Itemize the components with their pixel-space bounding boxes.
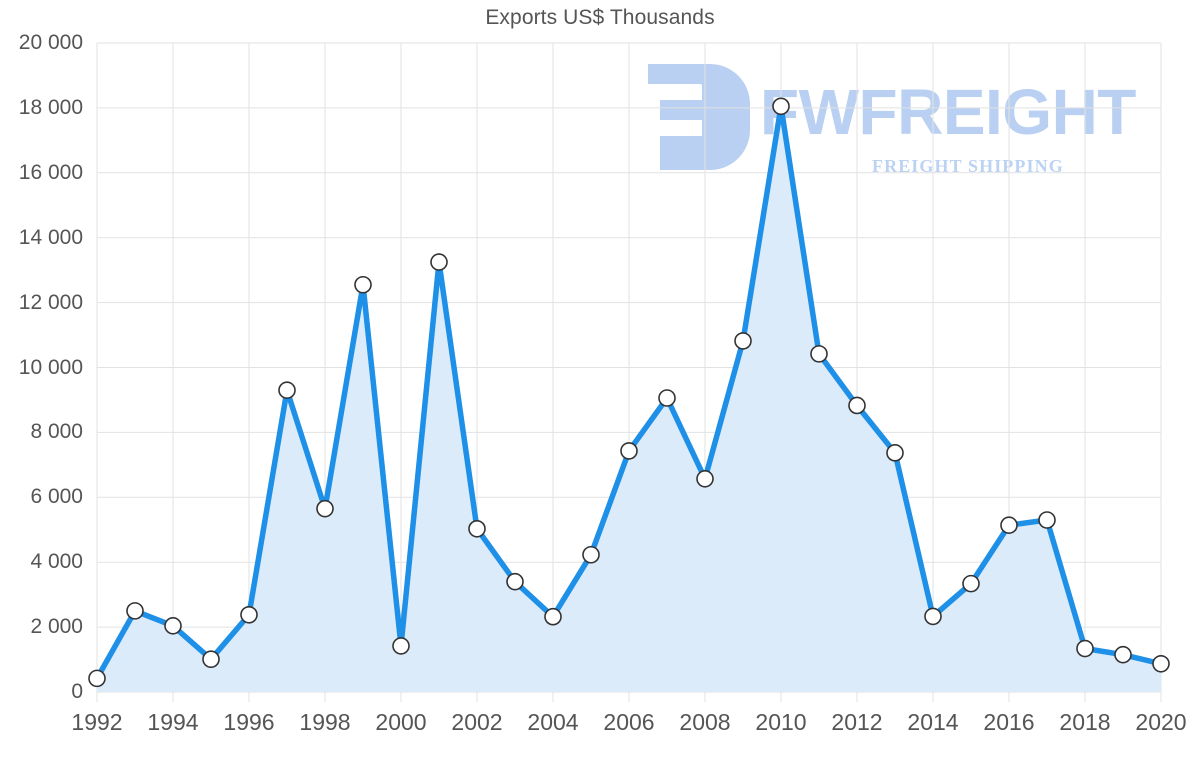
x-axis-tick-label: 2004 [527,709,579,735]
data-point-marker[interactable] [468,519,486,538]
data-point-marker[interactable] [354,275,372,294]
data-point-markers [88,97,1170,688]
data-point-marker[interactable] [1152,654,1170,673]
data-point-marker[interactable] [1000,516,1018,535]
data-point-marker[interactable] [962,574,980,593]
data-point-marker[interactable] [582,545,600,564]
chart-title: Exports US$ Thousands [485,6,715,29]
data-point-marker[interactable] [886,444,904,462]
y-axis-tick-label: 14 000 [18,225,83,249]
data-point-marker[interactable] [126,602,144,620]
x-axis-tick-label: 2012 [831,709,883,735]
data-point-marker[interactable] [772,97,790,116]
data-point-marker[interactable] [240,605,258,624]
data-point-marker[interactable] [506,572,524,591]
y-axis-tick-label: 18 000 [18,95,83,119]
data-point-marker[interactable] [1114,645,1132,664]
x-axis-tick-label: 2020 [1135,709,1187,735]
data-point-marker[interactable] [1038,511,1056,529]
data-point-marker[interactable] [734,332,752,350]
x-axis-tick-label: 2006 [603,709,655,735]
data-point-marker[interactable] [658,389,676,407]
x-axis-tick-label: 1992 [71,709,123,735]
data-point-marker[interactable] [88,669,106,688]
y-axis-tick-label: 4 000 [30,550,83,574]
data-point-marker[interactable] [278,381,296,400]
data-point-marker[interactable] [202,650,220,669]
x-axis-tick-label: 2000 [375,709,427,735]
x-axis-tick-label: 2002 [451,709,503,735]
data-point-marker[interactable] [430,253,448,271]
data-point-marker[interactable] [544,607,562,626]
data-point-marker[interactable] [924,607,942,626]
x-axis-tick-label: 2018 [1059,709,1111,735]
y-axis-tick-label: 12 000 [18,290,83,314]
y-axis-tick-label: 6 000 [30,485,83,509]
y-axis-tick-label: 10 000 [18,355,83,379]
y-axis-tick-label: 2 000 [30,615,83,639]
x-axis-tick-label: 1996 [223,709,275,735]
data-point-marker[interactable] [1076,639,1094,658]
data-point-marker[interactable] [164,616,182,635]
data-point-marker[interactable] [810,345,828,363]
data-point-marker[interactable] [316,499,334,518]
x-axis-tick-label: 2016 [983,709,1035,735]
x-axis-tick-label: 1994 [147,709,199,735]
y-axis-tick-label: 8 000 [30,420,83,444]
data-point-marker[interactable] [620,442,638,460]
x-axis-tick-label: 1998 [299,709,351,735]
y-axis-tick-label: 16 000 [18,160,83,184]
y-axis-tick-label: 0 [71,680,83,703]
y-axis-tick-label: 20 000 [18,31,83,54]
data-point-marker[interactable] [848,396,866,415]
data-point-marker[interactable] [696,469,714,488]
data-point-marker[interactable] [392,637,410,655]
area-fill [97,106,1161,692]
x-axis-tick-label: 2014 [907,709,959,735]
x-axis-tick-label: 2010 [755,709,807,735]
x-axis-tick-label: 2008 [679,709,731,735]
